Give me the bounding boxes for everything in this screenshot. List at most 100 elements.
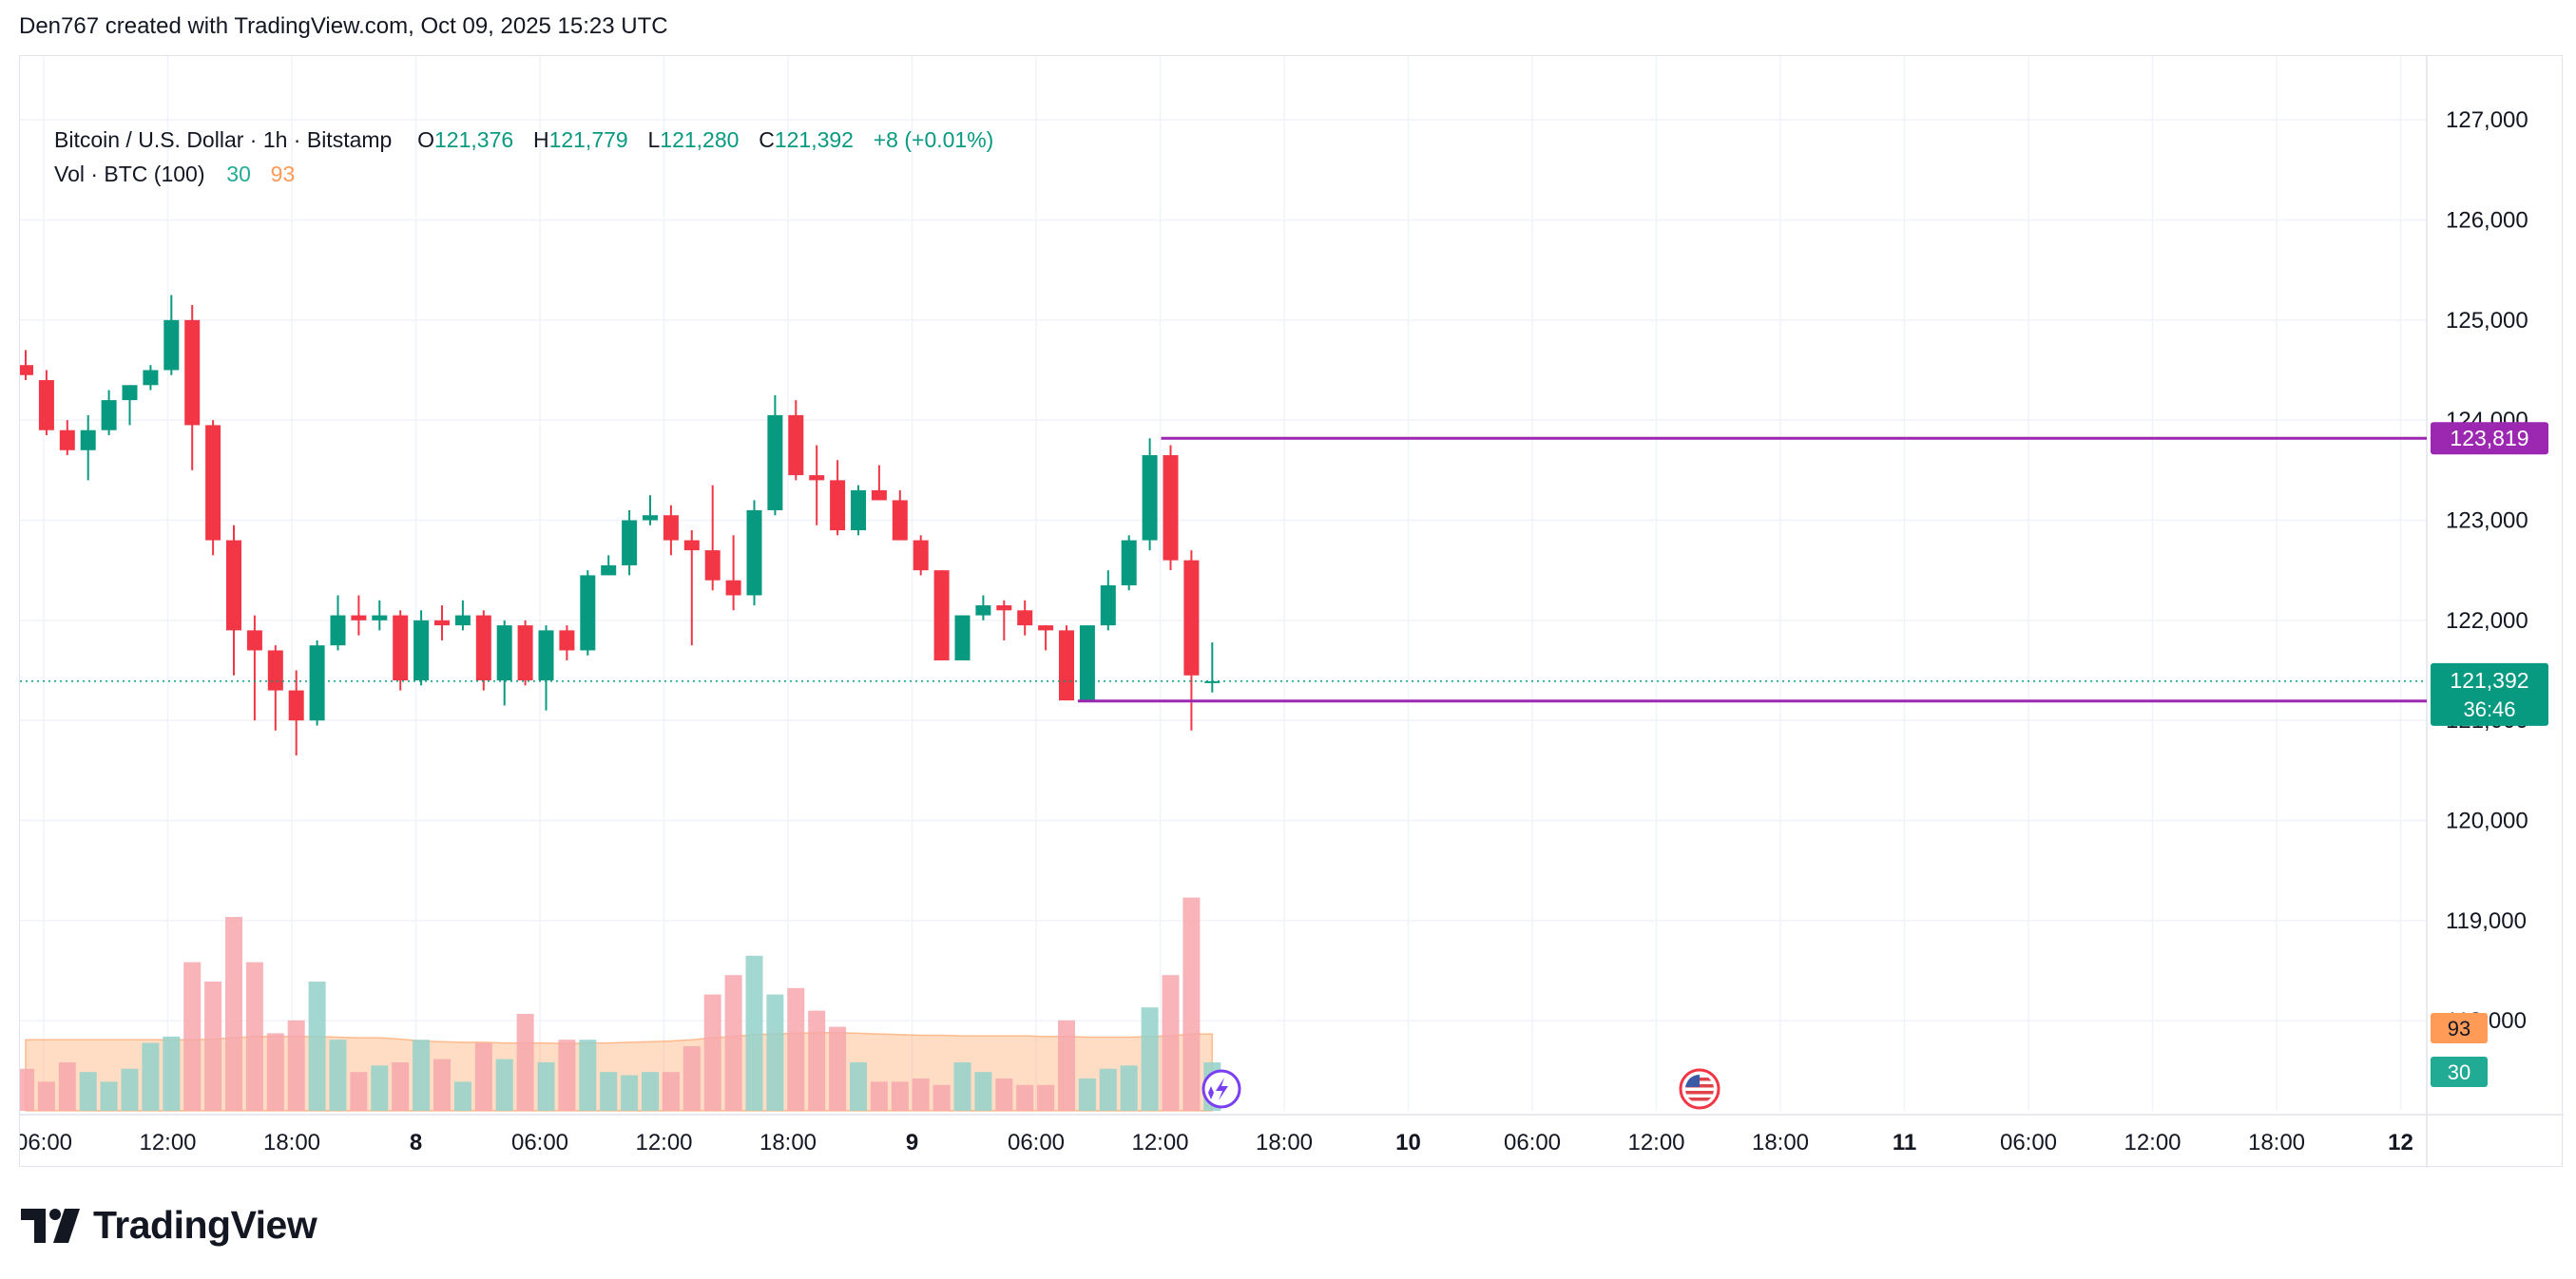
candle-up[interactable] [454,600,471,631]
candle-down[interactable] [559,625,575,660]
price-chart[interactable]: 127,000126,000125,000124,000123,000122,0… [20,56,2564,1168]
candle-down[interactable] [871,465,887,501]
candle-body [267,650,283,691]
candle-up[interactable] [954,615,971,660]
candle-down[interactable] [683,530,700,646]
candle-up[interactable] [330,595,346,651]
candle-body [20,365,33,375]
volume-bar [891,1081,909,1111]
candle-body [1079,625,1095,701]
candle-down[interactable] [788,400,804,481]
candle-up[interactable] [746,500,762,606]
candle-down[interactable] [663,505,679,556]
ai-spark-icon[interactable] [1201,1069,1241,1109]
candle-body [475,615,491,681]
candle-down[interactable] [205,420,221,556]
candle-down[interactable] [913,535,929,576]
candle-up[interactable] [622,509,638,576]
candle-down[interactable] [1059,625,1074,701]
volume-bar [995,1079,1013,1111]
candle-body [954,615,971,660]
candle-up[interactable] [975,595,991,620]
candle-down[interactable] [267,645,283,731]
candle-up[interactable] [1121,535,1137,591]
candle-down[interactable] [517,620,533,686]
candle-up[interactable] [643,495,658,525]
candle-up[interactable] [122,385,138,426]
last-price-tag[interactable]: 121,392 36:46 [2431,662,2548,726]
volume-bar [350,1072,368,1111]
candle-down[interactable] [809,445,825,525]
candle-up[interactable] [1079,625,1095,701]
candle-up[interactable] [580,570,596,656]
candles[interactable] [20,295,1221,756]
time-tick-label: 06:00 [1504,1130,1561,1155]
candle-down[interactable] [892,489,908,541]
candle-up[interactable] [1204,642,1221,693]
candle-down[interactable] [20,350,33,381]
candle-down[interactable] [184,305,201,470]
candle-down[interactable] [996,600,1012,640]
volume-bar [621,1075,639,1111]
volume-bar [121,1068,139,1111]
candle-body [788,414,804,476]
candle-up[interactable] [1142,438,1158,551]
candle-down[interactable] [475,610,491,691]
ohlc-row: Bitcoin / U.S. Dollar · 1h · Bitstamp O1… [54,123,993,157]
candle-down[interactable] [1017,600,1033,636]
horizontal-lines[interactable] [20,436,2427,703]
candle-up[interactable] [1100,570,1116,631]
candle-down[interactable] [1163,445,1179,571]
candle-down[interactable] [1038,625,1054,651]
candle-up[interactable] [538,625,554,711]
price-axis[interactable]: 127,000126,000125,000124,000123,000122,0… [2431,107,2548,1087]
candle-body [288,690,304,721]
candle-body [1038,625,1054,631]
candle-up[interactable] [80,414,96,481]
candle-down[interactable] [288,670,304,756]
candle-up[interactable] [163,295,180,375]
price-tick-label: 123,000 [2446,507,2528,533]
last-price-text: 121,392 [2450,668,2528,693]
candle-down[interactable] [246,615,262,721]
candle-down[interactable] [38,370,54,435]
candle-up[interactable] [851,485,866,536]
time-tick-label: 12:00 [1627,1130,1684,1155]
candle-down[interactable] [434,605,450,640]
candle-up[interactable] [767,394,783,516]
us-flag-icon[interactable] [1679,1068,1721,1110]
candle-down[interactable] [226,525,241,676]
volume-ma-tag[interactable]: 93 [2431,1013,2488,1043]
volume-bar [932,1084,951,1111]
candle-down[interactable] [725,535,741,611]
candle-body [101,400,117,430]
chart-frame[interactable]: 127,000 126,000 125,000 124,000 123,000 122,0… [19,55,2564,1168]
time-tick-label: 8 [410,1130,422,1155]
candle-up[interactable] [413,610,430,686]
volume-bar [1162,975,1180,1111]
volume-title[interactable]: Vol · BTC (100) [54,162,205,186]
candle-up[interactable] [372,600,388,631]
level-price-tag[interactable]: 123,819 [2431,422,2548,455]
chart-icons [1201,1068,1721,1110]
symbol-title[interactable]: Bitcoin / U.S. Dollar · 1h · Bitstamp [54,127,393,152]
volume-bar [329,1040,347,1111]
tradingview-logo[interactable]: TradingView [21,1203,317,1248]
candle-down[interactable] [393,610,409,691]
candle-down[interactable] [1183,550,1200,731]
candle-up[interactable] [143,365,159,391]
candle-down[interactable] [704,485,721,591]
candle-down[interactable] [933,570,950,660]
volume-bar [392,1062,410,1111]
candle-down[interactable] [830,460,846,536]
time-axis[interactable]: 06:00 12:00 18:00 8 06:00 12:00 18:00 9 06:00 12:… [20,1130,2413,1155]
volume-up-tag[interactable]: 30 [2431,1057,2488,1087]
candle-up[interactable] [601,555,617,576]
volume-bar [1182,897,1201,1111]
candle-up[interactable] [309,640,325,726]
candle-up[interactable] [101,390,117,435]
candle-up[interactable] [496,620,512,706]
candle-down[interactable] [351,595,367,636]
volume-bar [474,1042,492,1111]
candle-down[interactable] [59,420,75,456]
